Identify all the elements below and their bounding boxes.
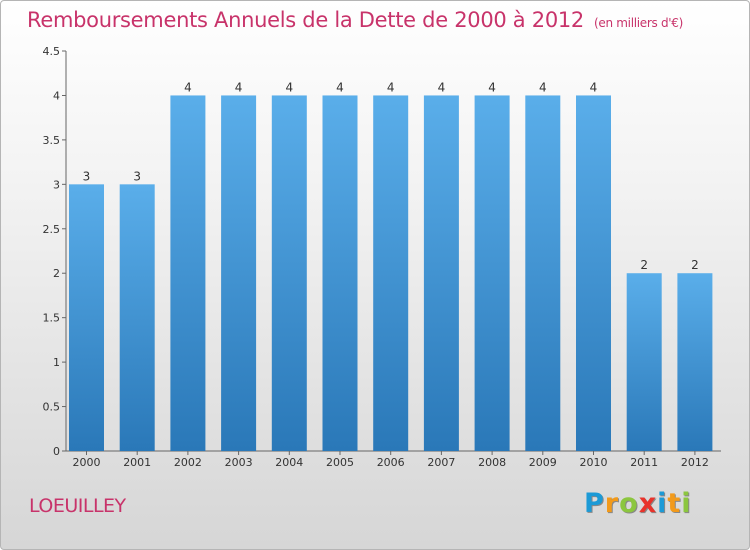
logo-letter: r [604, 488, 620, 519]
x-tick-label: 2000 [73, 456, 101, 469]
x-tick-label: 2006 [377, 456, 405, 469]
x-tick-label: 2003 [225, 456, 253, 469]
bar-2002 [170, 95, 206, 451]
x-tick-label: 2012 [681, 456, 709, 469]
x-tick-label: 2005 [326, 456, 354, 469]
chart-bars: 3 2000 3 2001 4 2002 4 2003 4 2004 4 2005 4 2006 4 2007… [69, 80, 713, 469]
y-tick-label: 3 [53, 178, 60, 191]
x-tick-label: 2007 [427, 456, 455, 469]
y-tick-label: 3.5 [43, 134, 61, 147]
logo-letter: o [619, 488, 639, 519]
logo-letter: i [681, 488, 692, 519]
bar-2006 [373, 95, 409, 451]
data-label-2001: 3 [133, 169, 141, 183]
data-label-2009: 4 [539, 80, 547, 94]
y-tick-label: 0 [53, 445, 60, 458]
bar-2007 [423, 95, 459, 451]
bar-2003 [221, 95, 257, 451]
x-tick-label: 2008 [478, 456, 506, 469]
y-tick-label: 4.5 [43, 45, 61, 58]
y-tick-label: 1 [53, 356, 60, 369]
commune-name: LOEUILLEY [29, 495, 126, 517]
chart-subtitle: (en milliers d'€) [594, 16, 684, 30]
data-label-2006: 4 [387, 80, 395, 94]
x-tick-label: 2004 [275, 456, 303, 469]
bar-2011 [626, 273, 662, 451]
x-tick-label: 2001 [123, 456, 151, 469]
chart-title-text: Remboursements Annuels de la Dette de 20… [27, 8, 584, 32]
data-label-2003: 4 [235, 80, 243, 94]
data-label-2012: 2 [691, 258, 699, 272]
bar-2001 [119, 184, 155, 452]
bar-2000 [69, 184, 104, 452]
bar-2008 [474, 95, 510, 451]
bar-2005 [322, 95, 358, 451]
x-tick-label: 2002 [174, 456, 202, 469]
bar-2010 [576, 95, 611, 451]
logo-letter: t [667, 488, 682, 519]
y-tick-label: 1.5 [43, 312, 61, 325]
data-label-2010: 4 [590, 80, 598, 94]
data-label-2008: 4 [488, 80, 496, 94]
y-tick-label: 2.5 [43, 223, 61, 236]
data-label-2011: 2 [640, 258, 648, 272]
logo-letter: i [657, 488, 668, 519]
logo-letter: P [584, 488, 605, 519]
data-label-2005: 4 [336, 80, 344, 94]
data-label-2007: 4 [438, 80, 446, 94]
x-tick-label: 2011 [630, 456, 658, 469]
bar-2009 [525, 95, 561, 451]
x-tick-label: 2010 [580, 456, 608, 469]
y-tick-label: 4 [53, 89, 60, 102]
data-label-2004: 4 [285, 80, 293, 94]
proxiti-logo: Proxiti [584, 488, 692, 519]
data-label-2002: 4 [184, 80, 192, 94]
chart-title: Remboursements Annuels de la Dette de 20… [27, 8, 683, 32]
x-tick-label: 2009 [529, 456, 557, 469]
y-tick-label: 2 [53, 267, 60, 280]
data-label-2000: 3 [83, 169, 91, 183]
logo-letter: x [638, 488, 658, 519]
y-tick-label: 0.5 [43, 401, 61, 414]
bar-2004 [271, 95, 307, 451]
bar-2012 [677, 273, 713, 451]
